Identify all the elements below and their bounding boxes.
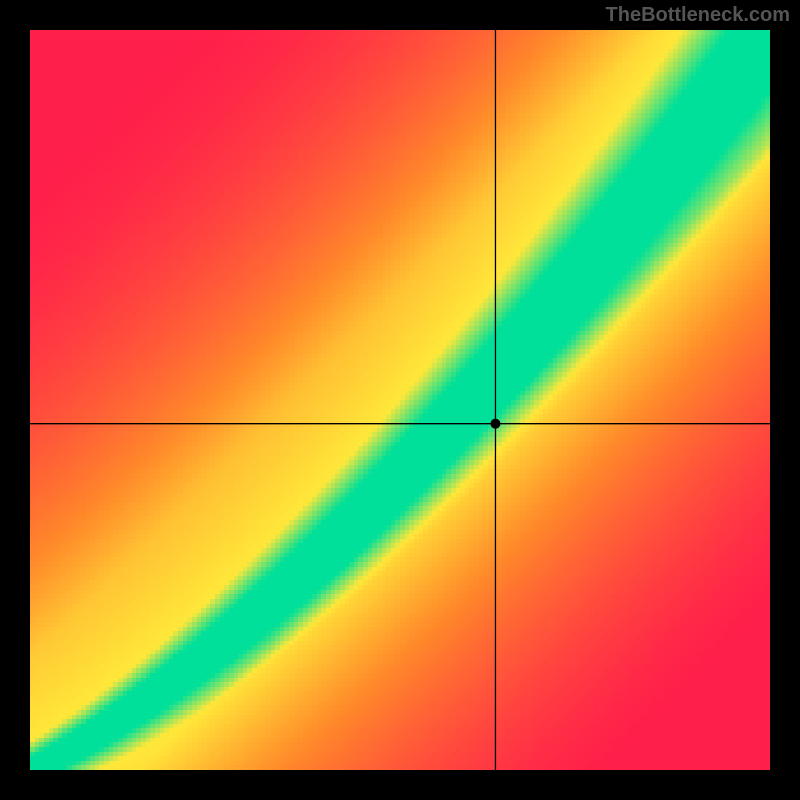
heatmap-canvas xyxy=(30,30,770,770)
outer-frame: TheBottleneck.com xyxy=(0,0,800,800)
plot-area xyxy=(30,30,770,770)
watermark-text: TheBottleneck.com xyxy=(606,4,790,27)
